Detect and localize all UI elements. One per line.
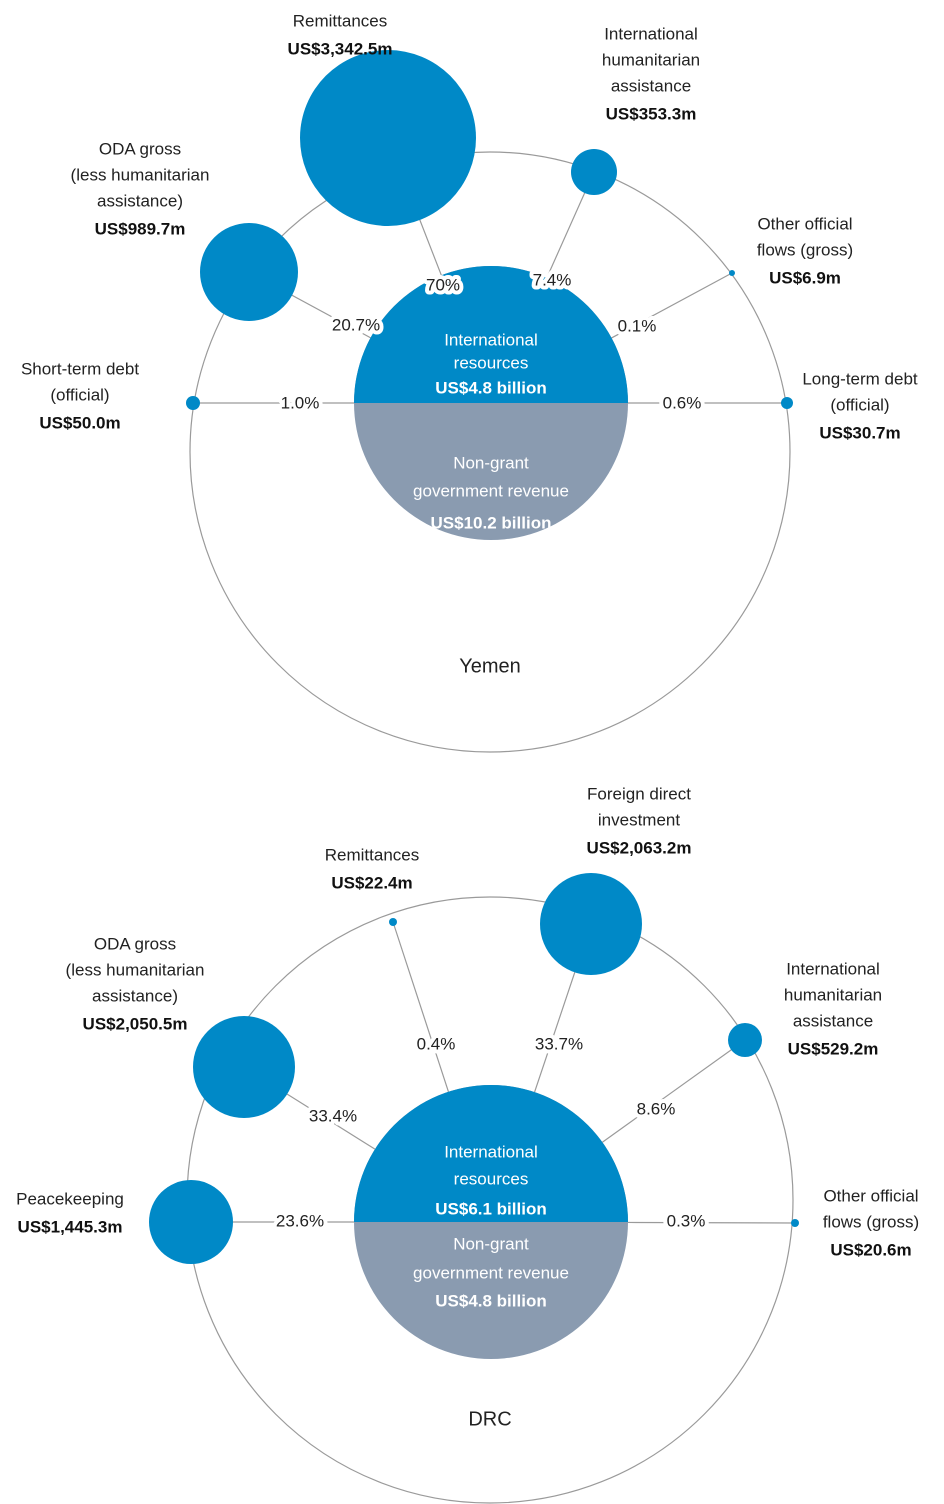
flow-label: investment <box>598 810 680 829</box>
flow-share: 0.1% <box>618 316 657 335</box>
flow-bubble <box>571 149 617 195</box>
flow-value: US$22.4m <box>331 873 412 892</box>
flow-share: 23.6% <box>276 1211 324 1230</box>
flow-value: US$2,050.5m <box>83 1014 188 1033</box>
flow-label: International <box>604 24 698 43</box>
center-bottom-label: Non-grant <box>453 453 529 472</box>
flow-value: US$989.7m <box>95 219 186 238</box>
flow-value: US$50.0m <box>39 413 120 432</box>
flow-label: Peacekeeping <box>16 1189 124 1208</box>
center-bottom-value: US$4.8 billion <box>435 1291 546 1310</box>
flow-label: Other official <box>757 214 852 233</box>
flow-label: Other official <box>823 1186 918 1205</box>
flow-value: US$30.7m <box>819 423 900 442</box>
flow-label: International <box>786 959 880 978</box>
flow-bubble <box>186 396 200 410</box>
flow-label: assistance <box>793 1011 873 1030</box>
flow-share: 33.4% <box>309 1106 357 1125</box>
connector <box>627 1221 796 1224</box>
flow-value: US$353.3m <box>606 104 697 123</box>
flow-label: humanitarian <box>784 985 882 1004</box>
flow-label: Foreign direct <box>587 784 691 803</box>
flow-bubble <box>791 1219 799 1227</box>
flow-value: US$6.9m <box>769 268 841 287</box>
connector <box>602 1039 746 1143</box>
flow-label: (official) <box>50 385 109 404</box>
center-top-value: US$6.1 billion <box>435 1199 546 1218</box>
flow-bubble <box>729 270 735 276</box>
flow-bubble <box>300 50 476 226</box>
flow-label: (less humanitarian <box>66 960 205 979</box>
flow-label: flows (gross) <box>757 240 853 259</box>
flow-label: ODA gross <box>94 934 176 953</box>
flow-bubble <box>728 1023 762 1057</box>
country-name: DRC <box>468 1408 511 1430</box>
center-top <box>354 266 628 403</box>
flow-bubble <box>200 223 298 321</box>
flow-value: US$2,063.2m <box>587 838 692 857</box>
country-name: Yemen <box>459 655 521 677</box>
flow-value: US$529.2m <box>788 1039 879 1058</box>
flow-label: Remittances <box>325 845 419 864</box>
flow-share: 8.6% <box>637 1099 676 1118</box>
center-top-label: resources <box>454 353 529 372</box>
connector <box>392 921 450 1092</box>
flow-share: 1.0% <box>281 393 320 412</box>
center-bottom-label: government revenue <box>413 1263 569 1282</box>
center-top-label: resources <box>454 1169 529 1188</box>
flow-bubble <box>781 397 793 409</box>
connector <box>611 272 733 339</box>
center-bottom-label: government revenue <box>413 481 569 500</box>
flow-bubble <box>540 873 642 975</box>
flow-label: (less humanitarian <box>71 165 210 184</box>
flow-bubble <box>149 1180 233 1264</box>
flow-share: 0.4% <box>417 1034 456 1053</box>
flow-label: Short-term debt <box>21 359 139 378</box>
flow-share: 0.6% <box>663 393 702 412</box>
flow-label: (official) <box>830 395 889 414</box>
flow-share: 0.3% <box>667 1211 706 1230</box>
flow-bubble <box>193 1016 295 1118</box>
flow-label: assistance <box>611 76 691 95</box>
flow-share: 33.7% <box>535 1034 583 1053</box>
country-diagram: International resources US$6.1 billion Non-… <box>16 784 919 1504</box>
center-top <box>354 1085 628 1222</box>
ring <box>189 151 791 753</box>
flow-share: 70% <box>426 275 460 294</box>
center-top-label: International <box>444 330 538 349</box>
flow-bubble <box>389 918 397 926</box>
flow-label: assistance) <box>97 191 183 210</box>
center-top-value: US$4.8 billion <box>435 378 546 397</box>
center-bottom-label: Non-grant <box>453 1234 529 1253</box>
flow-value: US$20.6m <box>830 1240 911 1259</box>
country-diagram: International resources US$4.8 billion Non-… <box>21 11 918 753</box>
flow-share: 7.4% <box>533 270 572 289</box>
flow-label: Remittances <box>293 11 387 30</box>
flow-label: assistance) <box>92 986 178 1005</box>
center-bottom-value: US$10.2 billion <box>431 513 552 532</box>
flow-value: US$3,342.5m <box>288 39 393 58</box>
flow-share: 20.7% <box>332 315 380 334</box>
flow-label: ODA gross <box>99 139 181 158</box>
flow-label: humanitarian <box>602 50 700 69</box>
flow-label: Long-term debt <box>802 369 918 388</box>
center-top-label: International <box>444 1142 538 1161</box>
flow-value: US$1,445.3m <box>18 1217 123 1236</box>
flow-label: flows (gross) <box>823 1212 919 1231</box>
